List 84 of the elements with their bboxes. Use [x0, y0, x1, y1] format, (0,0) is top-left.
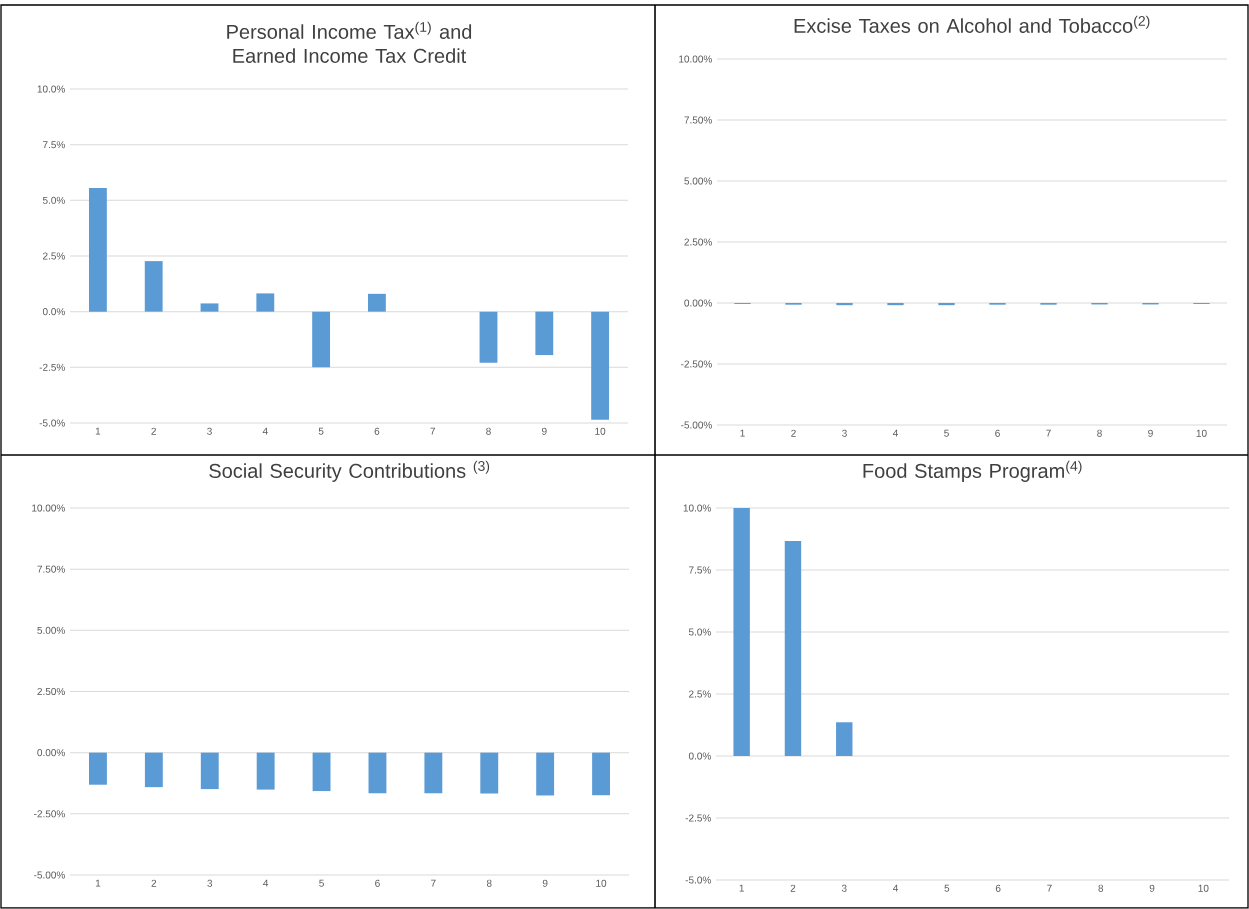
x-tick-label: 9: [1148, 429, 1153, 437]
x-tick-label: 5: [944, 429, 949, 437]
x-tick-label: 5: [944, 884, 950, 892]
bar: [479, 311, 498, 363]
x-tick-label: 4: [893, 884, 899, 892]
y-tick-label: -5.00%: [34, 871, 65, 879]
x-tick-label: 8: [486, 879, 492, 887]
bar: [312, 311, 331, 368]
x-tick-label: 1: [95, 879, 101, 887]
x-tick-label: 10: [1198, 884, 1209, 892]
x-tick-label: 3: [842, 429, 847, 437]
x-tick-label: 1: [740, 429, 745, 437]
bar: [367, 293, 386, 312]
y-tick-label: 0.0%: [42, 308, 65, 316]
x-tick-label: 2: [790, 884, 796, 892]
x-tick-label: 9: [541, 427, 547, 435]
x-tick-label: 10: [596, 879, 607, 887]
y-tick-label: 10.00%: [32, 504, 65, 512]
y-tick-label: -5.0%: [685, 876, 711, 884]
bar: [200, 303, 219, 312]
x-tick-label: 4: [262, 427, 268, 435]
x-tick-label: 2: [151, 879, 157, 887]
y-tick-label: 2.5%: [43, 252, 65, 260]
y-tick-label: 10.0%: [37, 85, 65, 93]
x-tick-label: 7: [1046, 429, 1051, 437]
x-tick-label: 10: [1196, 429, 1207, 437]
y-tick-label: -2.5%: [39, 363, 65, 371]
x-tick-label: 8: [486, 427, 491, 435]
y-tick-label: 7.50%: [684, 116, 712, 124]
x-tick-label: 8: [1098, 884, 1104, 892]
y-tick-label: 7.5%: [689, 566, 711, 574]
bar: [144, 261, 163, 312]
y-tick-label: -2.50%: [34, 810, 65, 818]
y-tick-label: -5.0%: [39, 419, 65, 427]
y-tick-label: 10.00%: [679, 55, 712, 63]
x-tick-label: 9: [1149, 884, 1155, 892]
x-tick-label: 4: [892, 429, 898, 437]
x-tick-label: 1: [95, 427, 101, 435]
y-tick-label: 2.50%: [684, 238, 712, 246]
y-tick-label: 0.00%: [37, 749, 65, 757]
y-tick-label: 0.0%: [688, 752, 711, 760]
x-tick-label: 7: [431, 879, 436, 887]
x-tick-label: 10: [595, 427, 606, 435]
x-tick-label: 6: [995, 884, 1001, 892]
chart-title: Excise Taxes on Alcohol and Tobacco$^{(2)}$: [794, 15, 1150, 33]
x-tick-label: 9: [542, 879, 548, 887]
x-tick-label: 6: [375, 879, 380, 887]
x-tick-label: 3: [207, 427, 212, 435]
y-tick-label: 0.00%: [684, 299, 712, 307]
x-tick-label: 2: [151, 427, 156, 435]
y-tick-label: 5.0%: [688, 628, 711, 636]
y-tick-label: 5.00%: [684, 177, 712, 185]
x-tick-label: 6: [995, 429, 1000, 437]
x-tick-label: 7: [430, 427, 435, 435]
x-tick-label: 8: [1097, 429, 1102, 437]
x-tick-label: 5: [318, 427, 324, 435]
x-tick-label: 1: [739, 884, 744, 892]
y-tick-label: -5.00%: [681, 421, 712, 429]
y-tick-label: -2.50%: [681, 360, 712, 368]
y-tick-label: 7.5%: [43, 141, 65, 149]
bar: [784, 540, 802, 756]
chart-title: Personal Income Tax$^{(1)}$ and Earned Income Tax Credit: [227, 21, 472, 63]
y-tick-label: 10.0%: [683, 504, 711, 512]
bar: [535, 311, 554, 356]
bar: [591, 311, 610, 420]
bar: [256, 293, 275, 312]
y-tick-label: 5.00%: [37, 626, 65, 634]
x-tick-label: 3: [207, 879, 213, 887]
bar: [733, 507, 750, 756]
y-tick-label: -2.5%: [685, 814, 711, 822]
x-tick-label: 3: [841, 884, 847, 892]
x-tick-label: 4: [263, 879, 269, 887]
chart-title: Food Stamps Program$^{(4)}$: [863, 460, 1082, 482]
chart-title: Social Security Contributions $^{(3)}$: [209, 460, 490, 482]
x-tick-label: 7: [1047, 884, 1052, 892]
y-tick-label: 7.50%: [37, 565, 65, 573]
y-tick-label: 2.50%: [37, 687, 65, 696]
x-tick-label: 6: [374, 427, 380, 435]
x-tick-label: 5: [319, 879, 324, 887]
bar: [836, 722, 853, 756]
y-tick-label: 5.0%: [42, 196, 65, 204]
bar: [88, 188, 107, 312]
x-tick-label: 2: [791, 429, 796, 437]
y-tick-label: 2.5%: [689, 690, 711, 698]
